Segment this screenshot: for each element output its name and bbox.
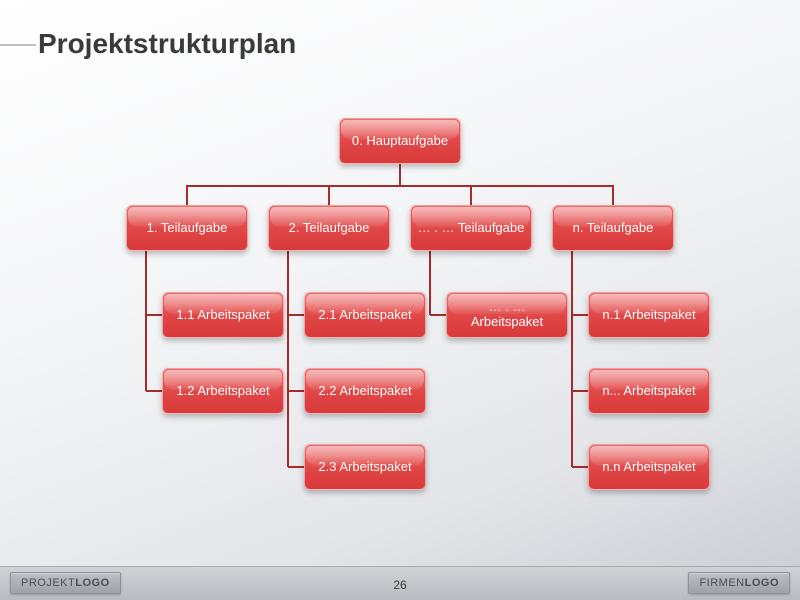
tree-edge (146, 314, 162, 316)
tree-edge (429, 251, 431, 315)
tree-node-label: n.n Arbeitspaket (602, 460, 695, 475)
tree-edge (287, 251, 289, 467)
tree-node-label: 2.2 Arbeitspaket (318, 384, 411, 399)
tree-edge (430, 314, 446, 316)
tree-edge (145, 251, 147, 391)
tree-edge (572, 466, 588, 468)
tree-node-t3: … . … Teilaufgabe (410, 205, 532, 251)
company-logo-thin: FIRMEN (699, 577, 744, 589)
tree-node-ann: n.n Arbeitspaket (588, 444, 710, 490)
tree-node-a23: 2.3 Arbeitspaket (304, 444, 426, 490)
tree-node-label: … . … Teilaufgabe (418, 221, 525, 236)
tree-edge (612, 186, 614, 205)
tree-node-label: 2. Teilaufgabe (289, 221, 370, 236)
tree-edge (146, 390, 162, 392)
company-logo-bold: LOGO (745, 577, 779, 589)
tree-node-label: 1. Teilaufgabe (147, 221, 228, 236)
tree-node-label: … . … Arbeitspaket (453, 300, 561, 330)
tree-edge (186, 186, 188, 205)
project-logo-bold: LOGO (75, 577, 109, 589)
project-logo-badge: PROJEKTLOGO (10, 572, 121, 594)
tree-node-an1: n.1 Arbeitspaket (588, 292, 710, 338)
tree-node-label: 1.2 Arbeitspaket (176, 384, 269, 399)
tree-edge (328, 186, 330, 205)
page-number: 26 (393, 578, 406, 592)
tree-edge (572, 314, 588, 316)
tree-node-a11: 1.1 Arbeitspaket (162, 292, 284, 338)
tree-edge (288, 466, 304, 468)
tree-node-a3x: … . … Arbeitspaket (446, 292, 568, 338)
project-logo-thin: PROJEKT (21, 577, 75, 589)
tree-node-tn: n. Teilaufgabe (552, 205, 674, 251)
tree-edge (571, 251, 573, 467)
tree-edge (572, 390, 588, 392)
tree-node-t1: 1. Teilaufgabe (126, 205, 248, 251)
tree-node-label: 2.1 Arbeitspaket (318, 308, 411, 323)
tree-node-a12: 1.2 Arbeitspaket (162, 368, 284, 414)
tree-edge (288, 390, 304, 392)
tree-node-anm: n... Arbeitspaket (588, 368, 710, 414)
tree-node-a22: 2.2 Arbeitspaket (304, 368, 426, 414)
tree-node-a21: 2.1 Arbeitspaket (304, 292, 426, 338)
tree-node-t2: 2. Teilaufgabe (268, 205, 390, 251)
tree-edge (470, 186, 472, 205)
diagram-canvas: 0. Hauptaufgabe 1. Teilaufgabe 2. Teilaufg… (0, 0, 800, 600)
tree-edge (399, 164, 401, 186)
tree-edge (186, 185, 614, 187)
company-logo-badge: FIRMENLOGO (688, 572, 790, 594)
tree-node-label: 2.3 Arbeitspaket (318, 460, 411, 475)
tree-node-root: 0. Hauptaufgabe (339, 118, 461, 164)
tree-node-label: 0. Hauptaufgabe (352, 134, 448, 149)
tree-node-label: n. Teilaufgabe (573, 221, 654, 236)
tree-node-label: n.1 Arbeitspaket (602, 308, 695, 323)
tree-edge (288, 314, 304, 316)
tree-node-label: 1.1 Arbeitspaket (176, 308, 269, 323)
footer-bar: PROJEKTLOGO 26 FIRMENLOGO (0, 566, 800, 600)
tree-node-label: n... Arbeitspaket (602, 384, 695, 399)
